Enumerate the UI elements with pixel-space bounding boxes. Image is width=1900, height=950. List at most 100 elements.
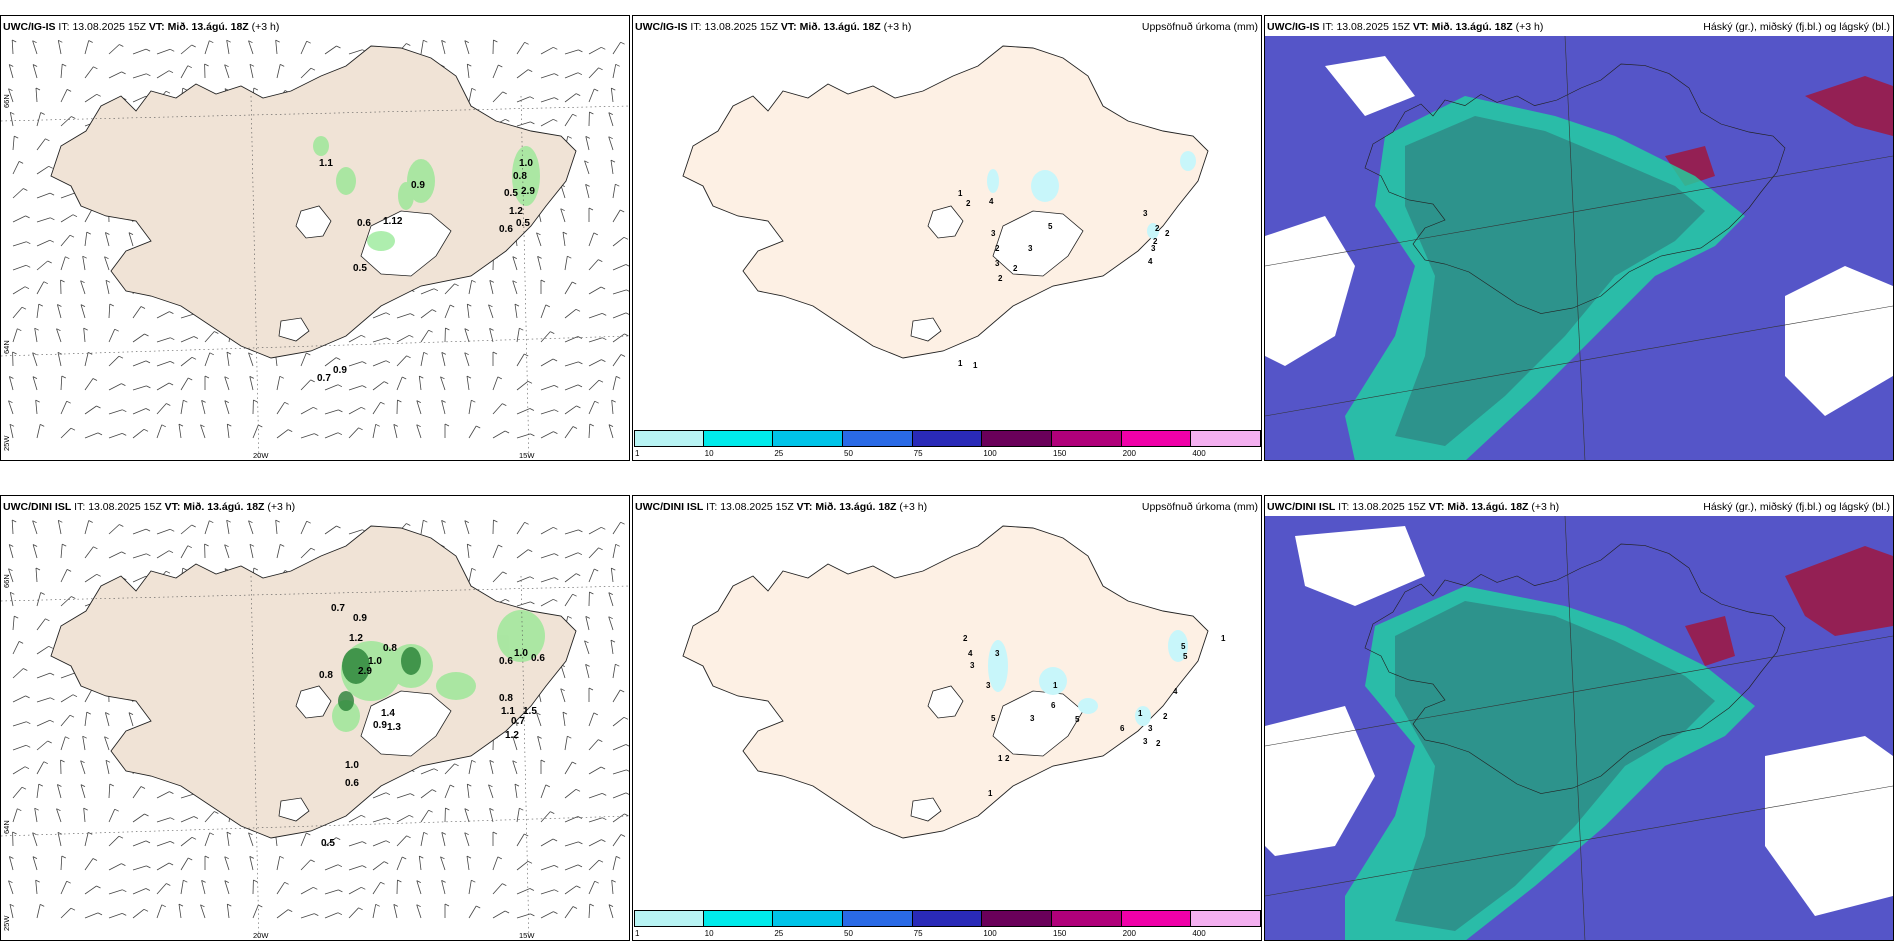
wind-barb bbox=[156, 424, 163, 439]
wind-barb bbox=[80, 304, 86, 319]
wind-barb-tick bbox=[169, 311, 174, 314]
wind-barb bbox=[441, 40, 446, 55]
wind-barb bbox=[57, 520, 62, 535]
wind-barb-tick bbox=[336, 525, 341, 529]
clear-area bbox=[1325, 56, 1415, 116]
wind-barb bbox=[612, 236, 625, 247]
wind-barb-tick bbox=[441, 352, 446, 355]
wind-barb-tick bbox=[385, 360, 391, 364]
wind-barb bbox=[8, 400, 14, 415]
wind-barb bbox=[84, 546, 94, 559]
wind-barb-tick bbox=[10, 111, 15, 115]
wind-barb bbox=[108, 913, 123, 919]
wind-barb-tick bbox=[615, 183, 620, 187]
wind-barb bbox=[585, 616, 590, 631]
wind-barb bbox=[9, 112, 14, 127]
wind-barb bbox=[224, 376, 230, 391]
wind-barb bbox=[128, 712, 134, 727]
wind-barb-tick bbox=[88, 352, 93, 355]
wind-barb-tick bbox=[471, 879, 476, 883]
wind-barb-tick bbox=[464, 328, 469, 331]
wind-values: 0.70.90.81.21.00.8 2.91.40.9 1.31.00.60.61… bbox=[319, 603, 545, 849]
wind-barb bbox=[8, 568, 14, 583]
wind-barb bbox=[564, 906, 574, 919]
wind-value-label: 0.7 bbox=[511, 716, 525, 727]
wind-barb bbox=[84, 209, 93, 223]
wind-barb bbox=[516, 96, 531, 103]
wind-barb-tick bbox=[226, 39, 231, 43]
wind-barb-tick bbox=[83, 327, 88, 331]
wind-barb bbox=[564, 361, 579, 367]
wind-barb-tick bbox=[602, 337, 607, 341]
wind-barb-tick bbox=[361, 886, 366, 890]
wind-barb bbox=[441, 520, 446, 535]
wind-barb-tick bbox=[80, 784, 86, 787]
legend-label: 400 bbox=[1192, 929, 1206, 938]
wind-barb bbox=[324, 889, 339, 895]
wind-barb-tick bbox=[601, 46, 606, 50]
wind-barb-tick bbox=[385, 312, 391, 316]
wind-barb-tick bbox=[577, 552, 583, 556]
wind-barb-tick bbox=[114, 808, 119, 812]
wind-barb bbox=[612, 264, 627, 271]
wind-barb-tick bbox=[553, 598, 558, 602]
wind-barb bbox=[60, 116, 72, 127]
wind-barb bbox=[204, 811, 215, 823]
wind-barb bbox=[276, 544, 281, 559]
wind-barb bbox=[34, 808, 38, 823]
wind-barb bbox=[132, 528, 147, 535]
wind-barb bbox=[441, 880, 446, 895]
wind-barb-tick bbox=[10, 591, 15, 595]
high-cloud bbox=[1785, 546, 1893, 636]
wind-barb bbox=[372, 881, 381, 895]
precip-amount-label: 3 bbox=[1148, 724, 1153, 733]
wind-barb-tick bbox=[70, 427, 76, 431]
wind-barb bbox=[80, 784, 86, 799]
wind-barb bbox=[512, 280, 518, 295]
wind-barb-tick bbox=[554, 73, 559, 76]
wind-barb-tick bbox=[577, 384, 583, 388]
wind-barb-tick bbox=[146, 553, 151, 557]
high-cloud bbox=[1685, 616, 1735, 666]
wind-barb-tick bbox=[191, 836, 197, 840]
wind-barb bbox=[464, 40, 470, 55]
legend-label: 100 bbox=[983, 929, 997, 938]
wind-barb-tick bbox=[40, 424, 45, 427]
wind-barb-tick bbox=[166, 403, 171, 406]
wind-barb-tick bbox=[170, 528, 175, 532]
wind-barb-tick bbox=[594, 88, 599, 92]
wind-barb bbox=[156, 311, 170, 319]
wind-barb bbox=[180, 377, 189, 391]
wind-barb-tick bbox=[409, 814, 414, 818]
wind-barb-tick bbox=[615, 63, 620, 67]
precip-amount-label: 2 bbox=[1013, 264, 1018, 273]
wind-barb-tick bbox=[529, 888, 535, 891]
wind-barb bbox=[32, 544, 38, 559]
wind-barb bbox=[540, 97, 555, 103]
legend-swatch bbox=[634, 430, 704, 447]
wind-barb-tick bbox=[529, 408, 535, 411]
wind-barb-tick bbox=[313, 886, 318, 890]
wind-barb bbox=[11, 39, 14, 55]
wind-barb bbox=[612, 354, 622, 367]
precip-amount-label: 1 bbox=[988, 789, 993, 798]
wind-barb bbox=[612, 769, 627, 775]
wind-barb-tick bbox=[21, 306, 27, 310]
wind-barb-tick bbox=[502, 883, 507, 886]
wind-barb-tick bbox=[416, 880, 421, 883]
wind-barb-tick bbox=[288, 909, 293, 912]
wind-barb-tick bbox=[554, 385, 559, 388]
wind-barb-tick bbox=[337, 384, 343, 388]
wind-barb-tick bbox=[423, 351, 428, 355]
wind-barb-tick bbox=[50, 697, 55, 701]
precip-amount-label: 3 bbox=[991, 229, 996, 238]
wind-barb-tick bbox=[502, 571, 507, 575]
wind-barb-tick bbox=[12, 39, 17, 43]
wind-barb bbox=[36, 904, 41, 919]
wind-barb bbox=[60, 234, 71, 247]
wind-barb bbox=[132, 575, 146, 583]
wind-barb bbox=[36, 672, 51, 679]
wind-barb bbox=[324, 409, 339, 415]
legend-frame bbox=[634, 910, 1261, 927]
wind-barb bbox=[516, 69, 529, 79]
